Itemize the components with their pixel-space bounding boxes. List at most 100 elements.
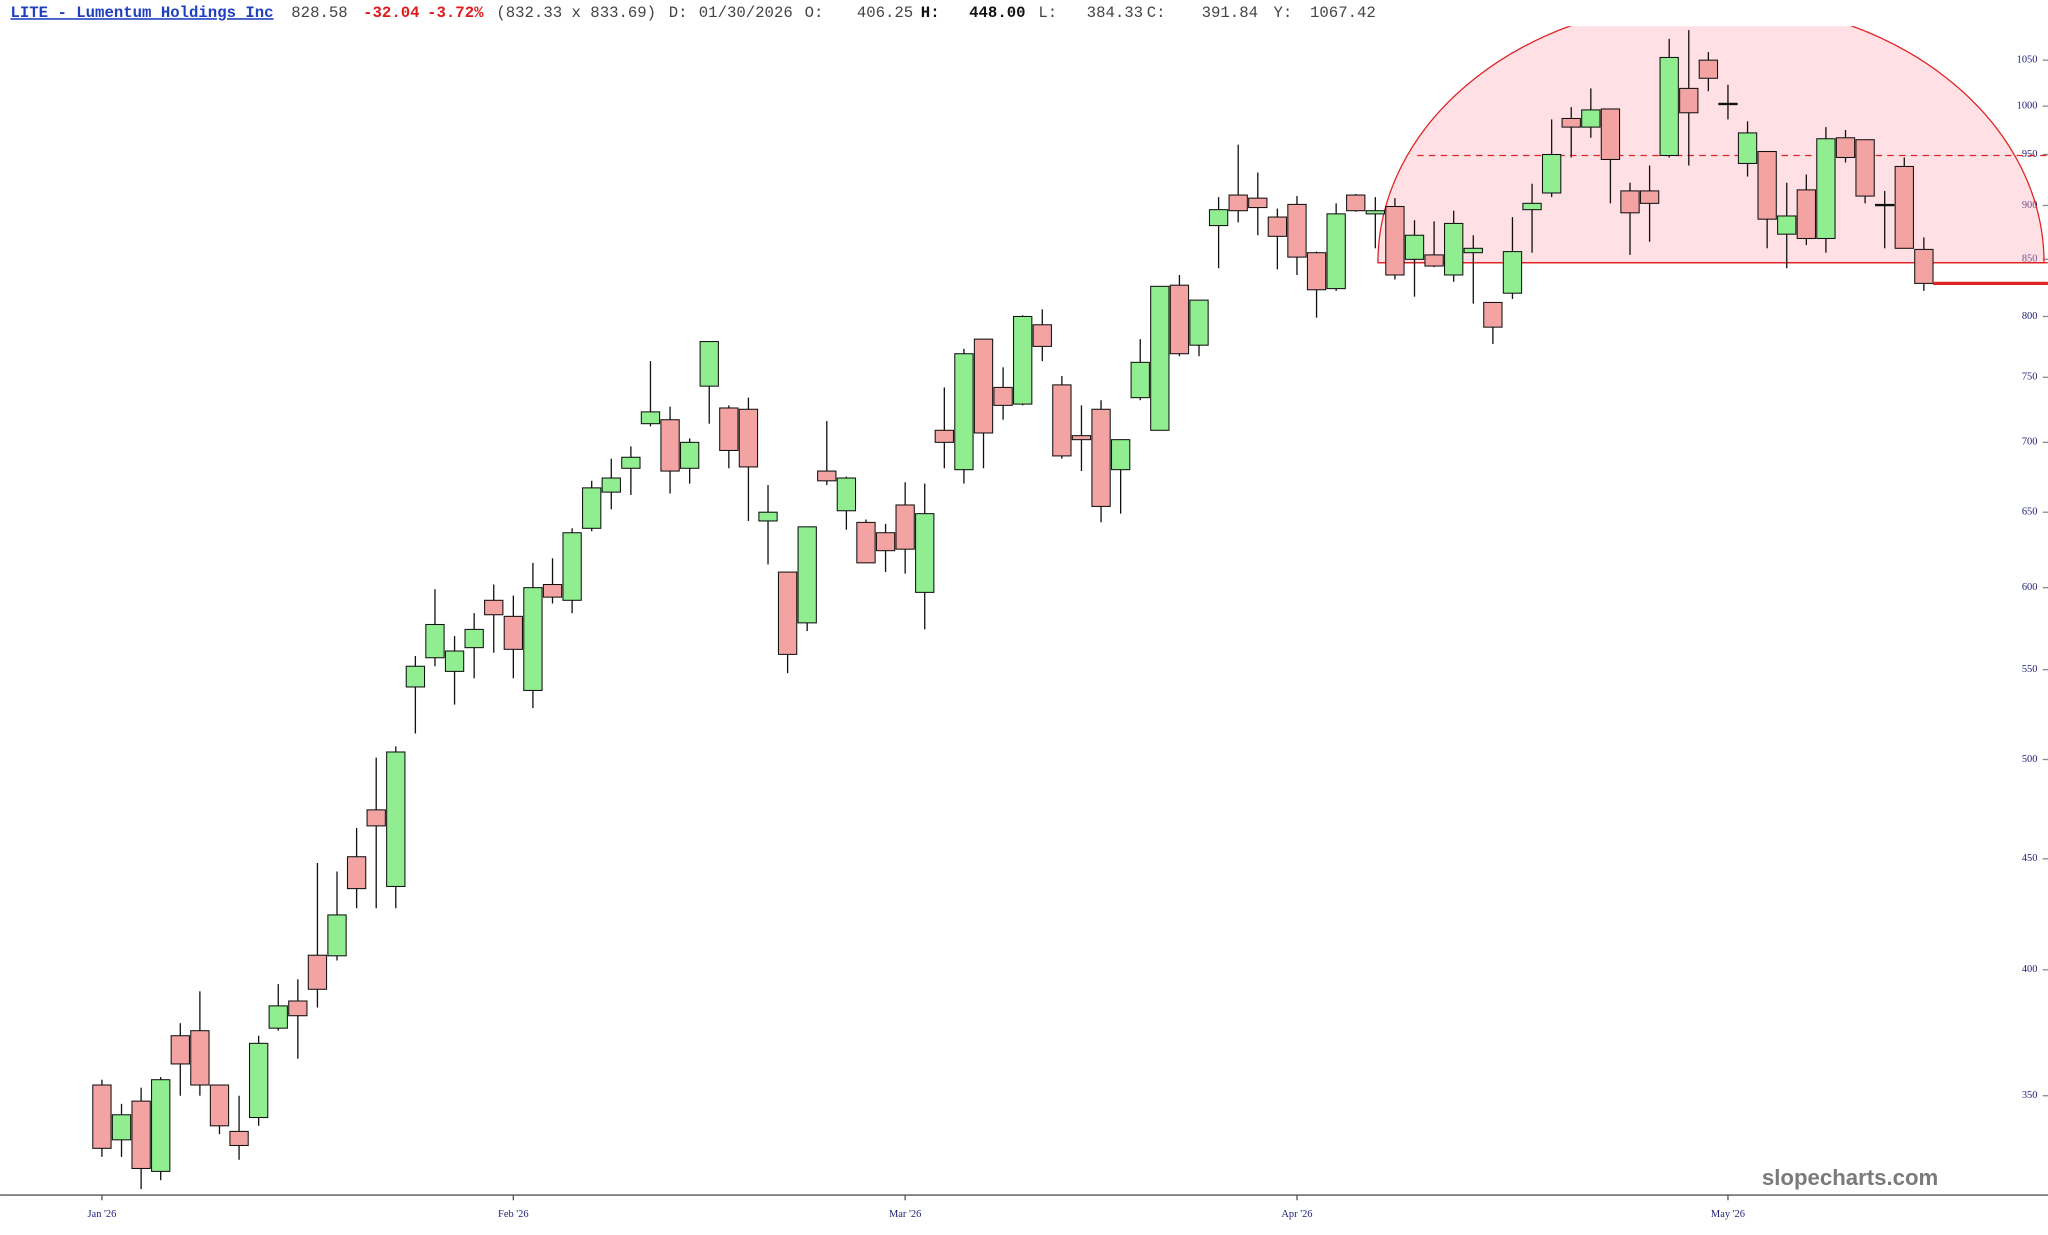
x-tick-label: Apr '26 [1281, 1209, 1312, 1220]
candle-body [993, 386, 1013, 406]
change: -32.04 [363, 4, 419, 22]
readout-label: Y: [1273, 4, 1292, 22]
candle-body [640, 411, 661, 425]
y-tick-label: 350 [2022, 1090, 2038, 1101]
candle-body [1835, 137, 1856, 158]
watermark: slopecharts.com [1762, 1165, 1938, 1190]
candle-body [836, 477, 857, 512]
candle-body [660, 419, 680, 472]
candle-body [1346, 194, 1366, 212]
candle-body [288, 1000, 308, 1017]
bid-ask: (832.33 x 833.69) [496, 4, 656, 22]
candle-body [1228, 194, 1248, 212]
candle-body [1581, 109, 1601, 128]
candle-body [386, 751, 406, 887]
y-tick-label: 450 [2022, 853, 2038, 864]
candle-body [1169, 284, 1190, 355]
candle-body [758, 511, 778, 522]
x-tick-label: May '26 [1711, 1209, 1745, 1220]
candle-body [601, 477, 621, 493]
change-pct: -3.72% [427, 4, 484, 22]
readout-value: 01/30/2026 [699, 4, 793, 22]
candle-body [1777, 215, 1797, 235]
y-tick-label: 800 [2022, 311, 2038, 322]
candle-body [1737, 132, 1758, 164]
candle-body [934, 429, 954, 443]
candle-body [1150, 285, 1170, 431]
candle-body [973, 338, 994, 434]
candle-body [1483, 301, 1503, 328]
candle-body [621, 456, 641, 469]
arc-zone [1377, 26, 2045, 264]
candle-body [582, 487, 602, 529]
readout-label: H: [921, 4, 940, 22]
candle-body [1365, 210, 1385, 215]
candle-body [1071, 435, 1092, 441]
candle-body [954, 353, 974, 471]
candle-body [484, 599, 504, 616]
candle-body [699, 341, 719, 387]
candle-body [307, 954, 328, 990]
candle-body [1110, 439, 1131, 471]
candle-body [131, 1100, 151, 1170]
candle-body [170, 1035, 190, 1065]
y-tick-label: 600 [2022, 582, 2038, 593]
readout-value: 448.00 [969, 4, 1025, 22]
candle-body [562, 532, 582, 601]
candle-body [111, 1114, 132, 1141]
candle-body [464, 628, 484, 649]
candle-body [444, 650, 465, 672]
candle-body [738, 408, 759, 468]
candle-body [895, 504, 915, 550]
candle-body [1091, 408, 1111, 507]
last-price: 828.58 [291, 4, 347, 22]
readout-label: C: [1147, 4, 1166, 22]
candle-body [1718, 102, 1738, 106]
candle-body [1914, 248, 1934, 284]
candle-body [1424, 254, 1444, 267]
candle-body [425, 623, 445, 659]
x-tick-label: Feb '26 [498, 1209, 529, 1220]
candle-body [797, 526, 817, 624]
symbol-title[interactable]: LITE - Lumentum Holdings Inc [11, 4, 274, 22]
candle-body [1541, 153, 1562, 194]
candle-body [1659, 56, 1679, 157]
candle-body [268, 1005, 288, 1029]
y-tick-label: 950 [2022, 149, 2038, 160]
candle-body [248, 1042, 269, 1119]
candle-body [92, 1084, 112, 1149]
candle-body [856, 521, 876, 564]
candle-body [1620, 190, 1640, 214]
candle-body [1267, 216, 1288, 237]
candle-body [1013, 315, 1033, 405]
candle-body [1444, 222, 1464, 276]
candle-body [190, 1030, 210, 1086]
y-tick-label: 650 [2022, 507, 2038, 518]
y-tick-label: 850 [2022, 254, 2038, 265]
candle-body [1894, 165, 1914, 249]
candle-body [915, 513, 935, 593]
readout-value: 384.33 [1087, 4, 1143, 22]
y-tick-label: 700 [2022, 437, 2038, 448]
readout-label: L: [1038, 4, 1057, 22]
candle-body [1463, 247, 1483, 254]
candle-body [209, 1084, 230, 1127]
y-tick-label: 1000 [2017, 101, 2038, 112]
candle-body [1287, 203, 1307, 258]
candle-body [1600, 108, 1621, 160]
candle-body [523, 587, 543, 691]
candle-body [1522, 202, 1542, 211]
y-tick-label: 550 [2022, 664, 2038, 675]
candle-body [1189, 299, 1209, 346]
candle-body [366, 809, 386, 827]
candle-body [719, 407, 739, 451]
x-tick-label: Mar '26 [889, 1209, 921, 1220]
candle-body [1757, 150, 1777, 220]
candle-body [1561, 117, 1581, 128]
candle-body [503, 615, 523, 650]
candle-body [1875, 203, 1895, 207]
readout-value: 391.84 [1202, 4, 1258, 22]
y-tick-label: 400 [2022, 964, 2038, 975]
y-tick-label: 1050 [2017, 55, 2038, 66]
